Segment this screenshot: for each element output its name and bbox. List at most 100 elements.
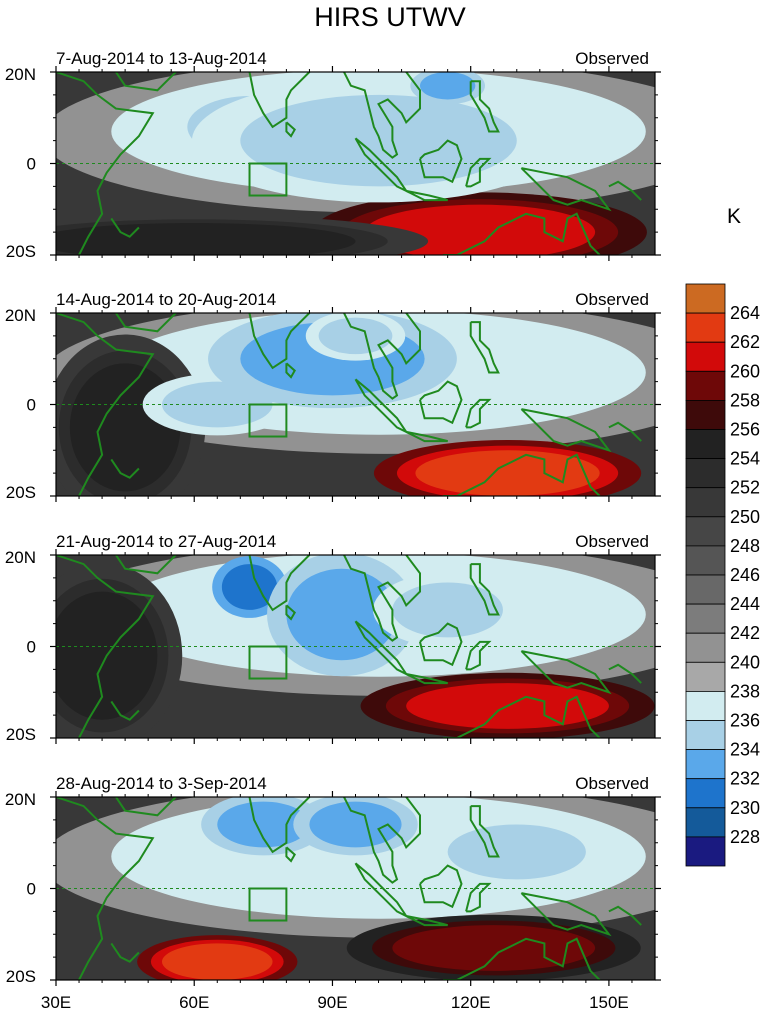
contour-feature-dry xyxy=(161,943,273,980)
colorbar-box xyxy=(685,399,726,430)
coastline xyxy=(56,797,155,980)
coastline xyxy=(110,458,140,479)
panel-label: Observed xyxy=(575,290,649,309)
coastline xyxy=(608,421,642,442)
coastline xyxy=(354,862,410,919)
coastline xyxy=(469,805,500,858)
contour-field xyxy=(56,797,655,980)
colorbar-label: 234 xyxy=(730,740,760,760)
colorbar-box xyxy=(685,720,726,751)
contour-field xyxy=(56,555,655,738)
colorbar-label: 252 xyxy=(730,478,760,498)
coastline xyxy=(443,937,601,980)
coastline xyxy=(443,212,601,255)
colorbar-label: 262 xyxy=(730,332,760,352)
contour-feature-wet xyxy=(240,94,517,187)
panel-label: Observed xyxy=(575,532,649,551)
panel-label: Observed xyxy=(575,49,649,68)
coastline xyxy=(110,217,140,238)
coastline xyxy=(342,313,421,400)
colorbar-label: 260 xyxy=(730,361,760,381)
colorbar-label: 258 xyxy=(730,390,760,410)
coastline xyxy=(443,695,601,738)
map-panel: 7-Aug-2014 to 13-Aug-2014 Observed 20N 0 20S xyxy=(5,49,661,261)
coastline xyxy=(247,313,311,370)
coastline xyxy=(342,555,421,642)
x-tick-label: 90E xyxy=(317,993,347,1012)
panel-period: 21-Aug-2014 to 27-Aug-2014 xyxy=(56,532,276,551)
coastline xyxy=(115,555,177,575)
study-box xyxy=(248,887,288,922)
y-tick-label: 0 xyxy=(27,880,36,899)
coastline xyxy=(608,180,642,201)
colorbar-box xyxy=(685,545,726,576)
contour-feature-wet xyxy=(420,72,476,100)
coastline xyxy=(285,121,296,138)
y-tick-label: 20N xyxy=(5,65,36,84)
coastline xyxy=(115,72,177,92)
coastline xyxy=(405,430,448,443)
contour-feature-dry xyxy=(392,925,596,971)
colorbar-label: 238 xyxy=(730,681,760,701)
coastline xyxy=(520,892,612,937)
colorbar-box xyxy=(685,661,726,692)
coastline xyxy=(405,673,448,685)
coastline xyxy=(419,380,463,425)
contour-feature-wet xyxy=(221,564,278,610)
colorbar-label: 254 xyxy=(730,449,760,469)
colorbar-box xyxy=(685,574,726,605)
colorbar-label: 256 xyxy=(730,420,760,440)
x-tick-label: 120E xyxy=(451,993,491,1012)
colorbar-box xyxy=(685,632,726,663)
panel-period: 28-Aug-2014 to 3-Sep-2014 xyxy=(56,774,267,793)
colorbar-label: 228 xyxy=(730,827,760,847)
colorbar-label: 236 xyxy=(730,711,760,731)
colorbar-label: 230 xyxy=(730,798,760,818)
coastline xyxy=(354,137,410,194)
study-box xyxy=(248,645,288,680)
coastline xyxy=(110,700,140,721)
contour-feature-dry xyxy=(56,591,158,720)
coastline xyxy=(405,189,448,202)
colorbar-label: 244 xyxy=(730,594,760,614)
coastline xyxy=(608,905,642,926)
y-tick-label: 20N xyxy=(5,306,36,325)
contour-feature-wet xyxy=(447,824,586,880)
contour-feature-wet xyxy=(309,801,402,848)
contour-field xyxy=(56,313,655,496)
y-tick-label: 20S xyxy=(6,967,36,986)
coastline xyxy=(115,797,177,817)
coastline xyxy=(608,663,642,684)
coastline xyxy=(405,915,448,927)
colorbar-box xyxy=(685,487,726,518)
y-tick-label: 0 xyxy=(27,638,36,657)
coastline xyxy=(520,650,612,695)
colorbar-box xyxy=(685,429,726,460)
colorbar-label: 232 xyxy=(730,769,760,789)
colorbar-label: 264 xyxy=(730,303,760,323)
coastline xyxy=(56,313,155,496)
map-panel: 14-Aug-2014 to 20-Aug-2014 Observed 20N 0 20… xyxy=(5,290,661,502)
coastline xyxy=(247,555,311,612)
coastline xyxy=(354,620,410,677)
contour-field xyxy=(56,72,655,255)
x-tick-label: 60E xyxy=(179,993,209,1012)
map-panel: 21-Aug-2014 to 27-Aug-2014 Observed 20N 0 20… xyxy=(5,532,661,744)
x-tick-label: 150E xyxy=(589,993,629,1012)
colorbar-label: 248 xyxy=(730,536,760,556)
coastline xyxy=(342,72,421,159)
colorbar-box xyxy=(685,603,726,634)
coastline xyxy=(115,313,177,333)
contour-feature-wet xyxy=(318,317,393,355)
coastline xyxy=(354,378,410,435)
colorbar-label: 242 xyxy=(730,623,760,643)
coastline xyxy=(285,604,296,621)
colorbar-box xyxy=(685,516,726,547)
figure-title: HIRS UTWV xyxy=(314,2,466,32)
colorbar-box xyxy=(685,807,726,838)
contour-feature-dry xyxy=(415,450,600,496)
colorbar-box xyxy=(685,836,726,867)
coastline xyxy=(285,846,296,863)
contour-feature-dry xyxy=(69,363,181,492)
